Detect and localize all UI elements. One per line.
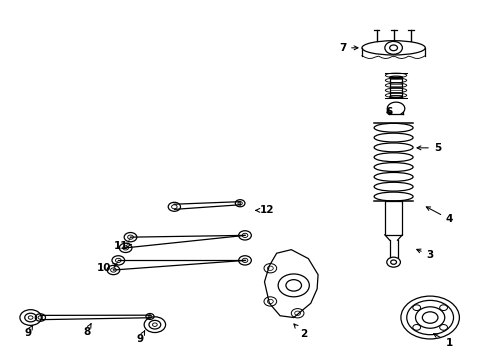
Text: 10: 10 [97,262,117,273]
Text: 5: 5 [417,143,441,153]
Text: 2: 2 [294,324,307,339]
Text: 9: 9 [24,325,33,338]
Text: 8: 8 [83,324,91,337]
Text: 6: 6 [385,107,392,117]
Text: 1: 1 [434,334,453,347]
Text: 9: 9 [137,331,145,344]
Text: 3: 3 [416,249,434,260]
Text: 7: 7 [339,43,358,53]
Text: 11: 11 [114,241,131,251]
Text: 4: 4 [426,207,453,224]
Text: 12: 12 [256,205,274,215]
